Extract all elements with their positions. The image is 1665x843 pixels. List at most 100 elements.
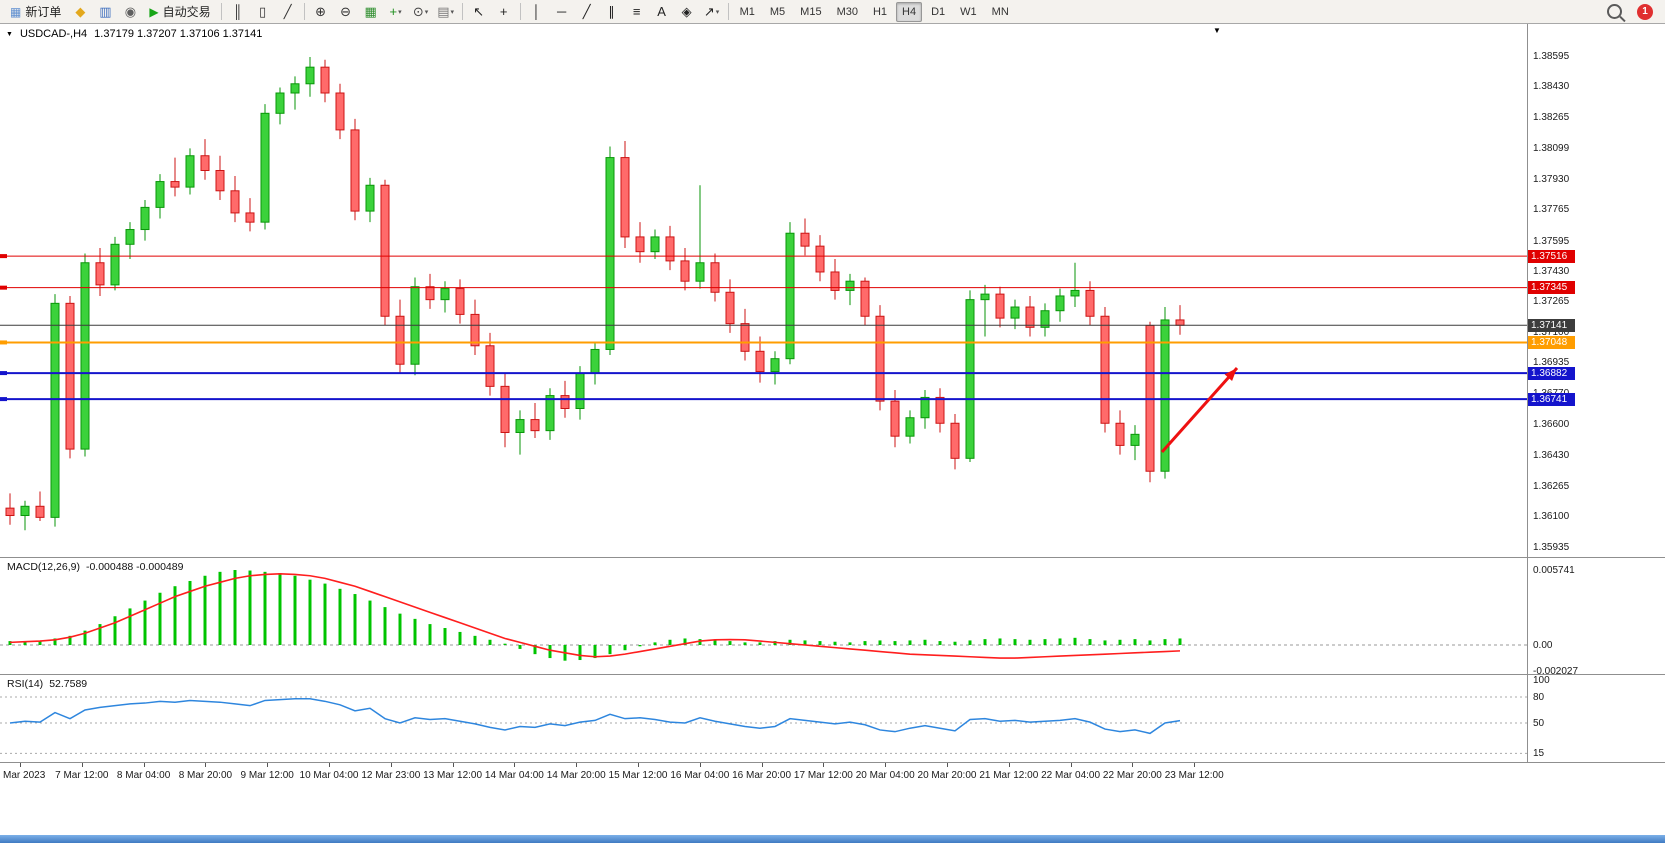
fibonacci-icon[interactable]: ≡ bbox=[625, 1, 649, 23]
panel-divider[interactable] bbox=[0, 674, 1665, 675]
candle-body bbox=[200, 155, 210, 171]
toolbar: ▦ 新订单 ◆ ▥ ◉ ▶ 自动交易 ║ ▯ ╱ ⊕ ⊖ ▦ + ▾ ⊙ ▾ ▤ ▾ ↖ + │ ─ ╱ ∥ ≡ A ◈ ↗ ▾ M1 M5 M… bbox=[0, 0, 1665, 24]
candle-body bbox=[740, 323, 750, 352]
candle-body bbox=[710, 262, 720, 293]
tile-windows-icon-glyph: ▦ bbox=[364, 3, 377, 19]
line-chart-icon[interactable]: ╱ bbox=[276, 1, 300, 23]
vertical-line-icon[interactable]: │ bbox=[525, 1, 549, 23]
macd-bar bbox=[968, 640, 972, 645]
timeframe-d1[interactable]: D1 bbox=[931, 5, 946, 18]
horizontal-line-icon[interactable]: ─ bbox=[550, 1, 574, 23]
macd-bar bbox=[623, 645, 627, 651]
bar-chart-icon[interactable]: ║ bbox=[226, 1, 250, 23]
favorites-icon[interactable]: ◆ bbox=[68, 1, 92, 23]
search-icon[interactable] bbox=[1607, 4, 1622, 19]
timeframe-h4[interactable]: H4 bbox=[896, 1, 923, 22]
candle-body bbox=[545, 395, 555, 432]
date-axis[interactable]: 6 Mar 2023 7 Mar 12:00 8 Mar 04:00 8 Mar 20… bbox=[0, 762, 1527, 790]
trend-arrow-head[interactable] bbox=[1224, 368, 1237, 382]
price-tag: 1.37141 bbox=[1528, 318, 1575, 332]
candle-body bbox=[995, 293, 1005, 319]
zoom-in-icon[interactable]: ⊕ bbox=[309, 1, 333, 23]
date-axis-divider bbox=[0, 762, 1665, 763]
candle-body bbox=[1025, 306, 1035, 328]
candle-body bbox=[440, 288, 450, 301]
candle-body bbox=[185, 155, 195, 188]
templates-icon[interactable]: ▤ ▾ bbox=[434, 1, 458, 23]
notification-badge[interactable]: 1 bbox=[1637, 3, 1653, 20]
main-chart[interactable] bbox=[0, 24, 1527, 557]
indicators-icon[interactable]: + ▾ bbox=[384, 1, 408, 23]
cursor-icon-glyph: ↖ bbox=[473, 3, 485, 19]
rsi-axis-label: 100 bbox=[1533, 674, 1550, 686]
candle-body bbox=[1070, 289, 1080, 297]
tile-windows-icon[interactable]: ▦ bbox=[359, 1, 383, 23]
vertical-line-icon-glyph: │ bbox=[532, 4, 541, 19]
timeframe-w1[interactable]: W1 bbox=[960, 5, 977, 18]
date-tick bbox=[143, 763, 145, 767]
timeframe-mn[interactable]: MN bbox=[991, 5, 1009, 18]
macd-panel-label: MACD(12,26,9) -0.000488 -0.000489 bbox=[7, 561, 183, 573]
chart-shift-marker[interactable]: ▼ bbox=[1213, 26, 1221, 35]
date-tick bbox=[267, 763, 269, 767]
macd-bar bbox=[578, 645, 582, 661]
macd-bar bbox=[1118, 639, 1122, 645]
date-tick bbox=[1194, 763, 1196, 767]
level-left-marker bbox=[0, 285, 7, 290]
new-order-button-label: 新订单 bbox=[25, 5, 62, 19]
macd-bar bbox=[1178, 638, 1182, 645]
price-tag: 1.36741 bbox=[1528, 392, 1575, 406]
rsi-panel[interactable] bbox=[0, 675, 1527, 762]
zoom-out-icon[interactable]: ⊖ bbox=[334, 1, 358, 23]
timeframe-m5[interactable]: M5 bbox=[769, 5, 786, 18]
autotrading-button[interactable]: ▶ 自动交易 bbox=[143, 1, 216, 23]
toolbar-separator bbox=[461, 3, 463, 20]
macd-bar bbox=[293, 575, 297, 645]
macd-bar bbox=[113, 616, 117, 645]
candle-body bbox=[875, 315, 885, 402]
timeframe-m15[interactable]: M15 bbox=[800, 5, 822, 18]
timeframe-h1[interactable]: H1 bbox=[872, 5, 888, 18]
cursor-icon[interactable]: ↖ bbox=[467, 1, 491, 23]
periods-icon[interactable]: ⊙ ▾ bbox=[409, 1, 433, 23]
candle-body bbox=[980, 293, 990, 301]
macd-panel[interactable] bbox=[0, 558, 1527, 674]
timeframe-m1[interactable]: M1 bbox=[739, 5, 755, 18]
chart-menu-icon[interactable]: ▼ bbox=[6, 30, 13, 38]
candle-body bbox=[50, 302, 60, 518]
channel-icon[interactable]: ∥ bbox=[600, 1, 624, 23]
macd-bar bbox=[908, 640, 912, 645]
candle-body bbox=[830, 271, 840, 291]
date-axis-label: 23 Mar 12:00 bbox=[1164, 770, 1224, 781]
objects-icon[interactable]: ◈ bbox=[675, 1, 699, 23]
macd-bar bbox=[803, 640, 807, 645]
rsi-line bbox=[9, 697, 1181, 735]
macd-bar bbox=[503, 643, 507, 645]
macd-bar bbox=[173, 586, 177, 645]
trend-arrow[interactable] bbox=[1160, 367, 1239, 453]
date-tick bbox=[947, 763, 948, 767]
text-icon[interactable]: A bbox=[650, 1, 674, 23]
arrows-icon-glyph: ↗ bbox=[703, 3, 715, 19]
candle-body bbox=[815, 245, 825, 273]
chevron-down-icon: ▾ bbox=[424, 8, 429, 16]
candle-body bbox=[20, 505, 30, 517]
candlestick-chart-icon[interactable]: ▯ bbox=[251, 1, 275, 23]
sound-icon[interactable]: ◉ bbox=[118, 1, 142, 23]
macd-bar bbox=[923, 639, 927, 645]
new-order-button[interactable]: ▦ 新订单 bbox=[4, 1, 67, 23]
crosshair-icon[interactable]: + bbox=[492, 1, 516, 23]
trendline-icon[interactable]: ╱ bbox=[575, 1, 599, 23]
macd-bar bbox=[1103, 640, 1107, 645]
date-axis-label: 14 Mar 20:00 bbox=[546, 770, 606, 781]
date-axis-label: 20 Mar 04:00 bbox=[855, 770, 915, 781]
charts-icon[interactable]: ▥ bbox=[93, 1, 117, 23]
panel-divider[interactable] bbox=[0, 557, 1665, 558]
timeframe-m30[interactable]: M30 bbox=[836, 5, 858, 18]
candle-body bbox=[350, 129, 360, 212]
date-axis-label: 8 Mar 20:00 bbox=[178, 770, 233, 781]
candle-body bbox=[530, 419, 540, 432]
macd-bar bbox=[833, 641, 837, 645]
price-axis-label: 1.36430 bbox=[1533, 450, 1570, 462]
arrows-icon[interactable]: ↗ ▾ bbox=[700, 1, 724, 23]
